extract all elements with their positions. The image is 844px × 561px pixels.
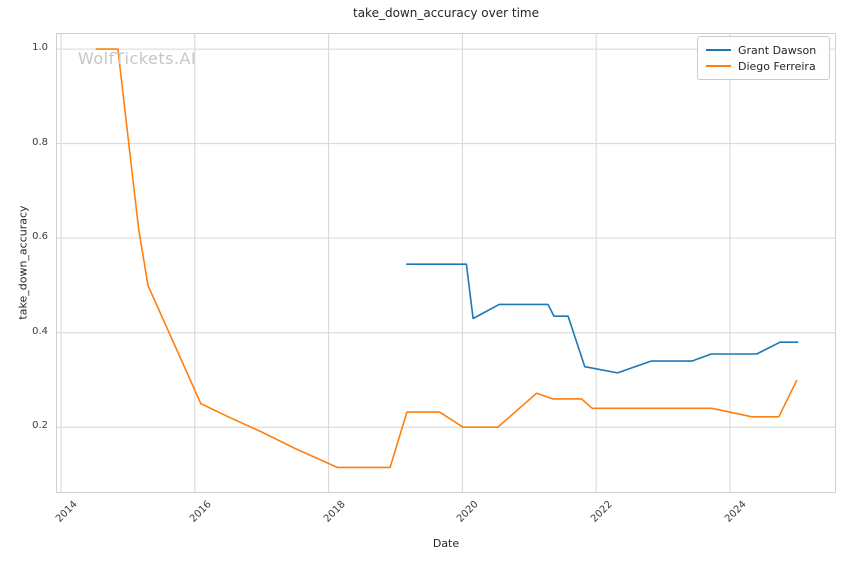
- y-tick-label: 1.0: [32, 42, 48, 54]
- series-line-grant-dawson: [406, 263, 799, 374]
- watermark: WolfTickets.AI: [78, 49, 197, 68]
- legend-line-swatch-orange: [706, 65, 731, 67]
- chart-title: take_down_accuracy over time: [353, 6, 539, 20]
- y-axis-label: take_down_accuracy: [16, 205, 30, 320]
- legend-item: Diego Ferreira: [706, 58, 822, 74]
- legend-label: Grant Dawson: [738, 43, 817, 57]
- series-line-diego-ferreira: [95, 48, 798, 469]
- y-tick-label: 0.4: [32, 325, 48, 337]
- x-axis-label: Date: [432, 537, 460, 550]
- chart-canvas: [57, 34, 835, 492]
- y-tick-label: 0.8: [32, 136, 48, 148]
- legend: Grant Dawson Diego Ferreira: [697, 36, 830, 80]
- legend-item: Grant Dawson: [706, 42, 822, 58]
- plot-area: WolfTickets.AI: [56, 33, 836, 493]
- y-tick-label: 0.6: [32, 231, 48, 243]
- y-tick-label: 0.2: [32, 420, 48, 432]
- legend-label: Diego Ferreira: [738, 59, 816, 73]
- legend-line-swatch-blue: [706, 49, 731, 51]
